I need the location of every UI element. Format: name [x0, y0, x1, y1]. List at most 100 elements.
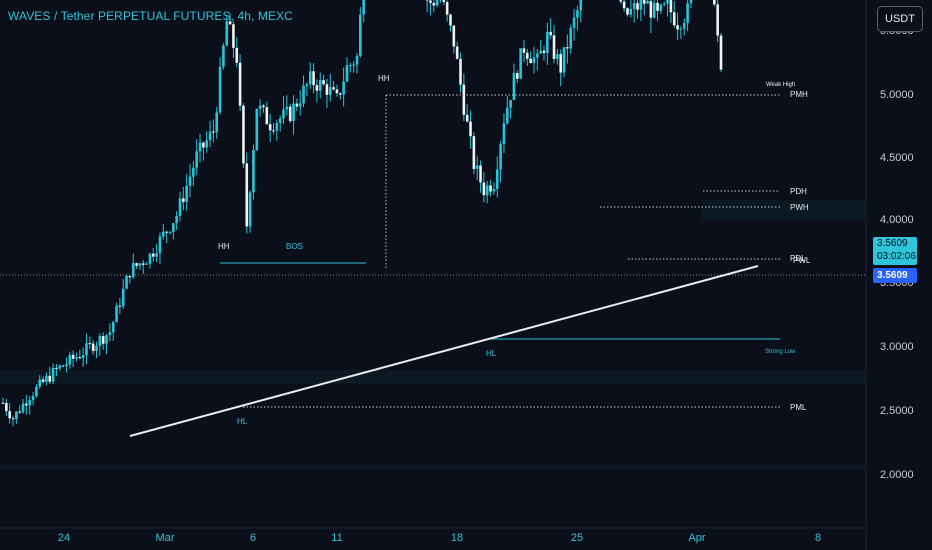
candle-body: [185, 185, 188, 202]
candle-body: [352, 64, 355, 66]
candle-body: [65, 364, 68, 367]
candle-body: [68, 354, 72, 365]
candle-body: [302, 85, 305, 104]
annotation-hl: HL: [237, 417, 248, 426]
candle-body: [195, 151, 198, 168]
candle-body: [335, 89, 339, 94]
candle-body: [182, 198, 185, 202]
candle-body: [529, 58, 532, 64]
x-tick-label: Mar: [156, 532, 175, 544]
candle-body: [462, 84, 466, 115]
bar-countdown: 03:02:06: [877, 251, 916, 262]
candle-body: [442, 0, 446, 3]
live-price-badge: 3.5609 03:02:06: [873, 237, 917, 265]
candle-body: [629, 8, 633, 15]
y-tick-label: 4.5000: [880, 152, 914, 164]
candle-body: [512, 73, 516, 101]
candle-body: [546, 31, 549, 54]
x-tick-label: 11: [331, 532, 342, 544]
candle-body: [275, 122, 279, 131]
candle-body: [31, 396, 35, 401]
candle-body: [362, 0, 365, 15]
y-tick-label: 2.0000: [880, 469, 914, 481]
candle-body: [679, 28, 683, 30]
candle-body: [318, 80, 322, 91]
candle-body: [429, 0, 432, 3]
candle-body: [192, 167, 195, 177]
candle-body: [262, 105, 265, 108]
candle-body: [532, 57, 536, 64]
candle-body: [145, 263, 148, 265]
candle-body: [95, 345, 98, 352]
live-price-value: 3.5609: [877, 238, 908, 249]
candle-body: [225, 21, 229, 46]
candle-body: [11, 418, 15, 420]
x-tick-label: 6: [250, 532, 256, 544]
x-tick-label: 8: [815, 532, 821, 544]
candle-body: [168, 231, 172, 233]
last-price-badge: 3.5609: [873, 268, 917, 283]
candle-body: [55, 367, 58, 369]
candle-body: [619, 0, 623, 2]
candle-body: [322, 80, 325, 85]
candle-body: [659, 4, 663, 11]
candle-body: [48, 375, 52, 382]
candle-body: [666, 0, 669, 4]
candle-body: [579, 0, 583, 11]
candle-body: [232, 24, 235, 48]
candle-body: [238, 62, 242, 106]
candle-body: [656, 2, 659, 11]
annotation-pdl: PDL: [790, 254, 806, 263]
candle-body: [282, 109, 285, 119]
annotation-pwh: PWH: [790, 203, 809, 212]
annotation-pdh: PDH: [790, 187, 807, 196]
x-tick-label: 25: [571, 532, 583, 544]
candle-body: [78, 357, 82, 359]
x-tick-label: 24: [58, 532, 70, 544]
candle-body: [526, 52, 529, 59]
candle-body: [305, 84, 309, 86]
candle-body: [626, 8, 629, 15]
candle-body: [465, 114, 469, 122]
candle-body: [248, 192, 252, 227]
candle-body: [479, 165, 482, 183]
candle-body: [622, 1, 626, 9]
demand-zone: [0, 370, 866, 384]
candle-body: [265, 107, 269, 125]
annotation-strong-low: Strong Low: [765, 349, 796, 355]
candle-body: [572, 17, 576, 28]
candle-body: [569, 27, 573, 49]
annotation-hh: HH: [218, 242, 230, 251]
candle-body: [212, 131, 215, 133]
candle-body: [175, 215, 178, 224]
candle-body: [566, 47, 569, 49]
candle-body: [288, 106, 292, 122]
candle-body: [298, 103, 302, 107]
candle-body: [505, 107, 509, 124]
annotation-pml: PML: [790, 403, 807, 412]
candle-body: [108, 332, 112, 336]
candle-body: [228, 21, 232, 25]
candle-body: [636, 3, 639, 10]
candle-body: [682, 23, 686, 29]
candle-body: [502, 123, 506, 145]
candle-body: [278, 118, 282, 123]
candle-body: [252, 149, 255, 193]
lower-zone: [0, 464, 866, 470]
candle-body: [128, 275, 132, 278]
candle-body: [649, 1, 653, 18]
candle-body: [268, 124, 272, 131]
y-tick-label: 4.0000: [880, 214, 914, 226]
candle-body: [272, 130, 275, 132]
candle-body: [485, 185, 489, 196]
candle-body: [489, 185, 492, 192]
candle-body: [81, 355, 85, 358]
candle-body: [161, 231, 165, 237]
candle-body: [35, 386, 38, 397]
candle-body: [235, 47, 239, 63]
candle-body: [148, 253, 152, 264]
candle-body: [449, 14, 452, 26]
currency-button[interactable]: USDT: [877, 6, 923, 32]
